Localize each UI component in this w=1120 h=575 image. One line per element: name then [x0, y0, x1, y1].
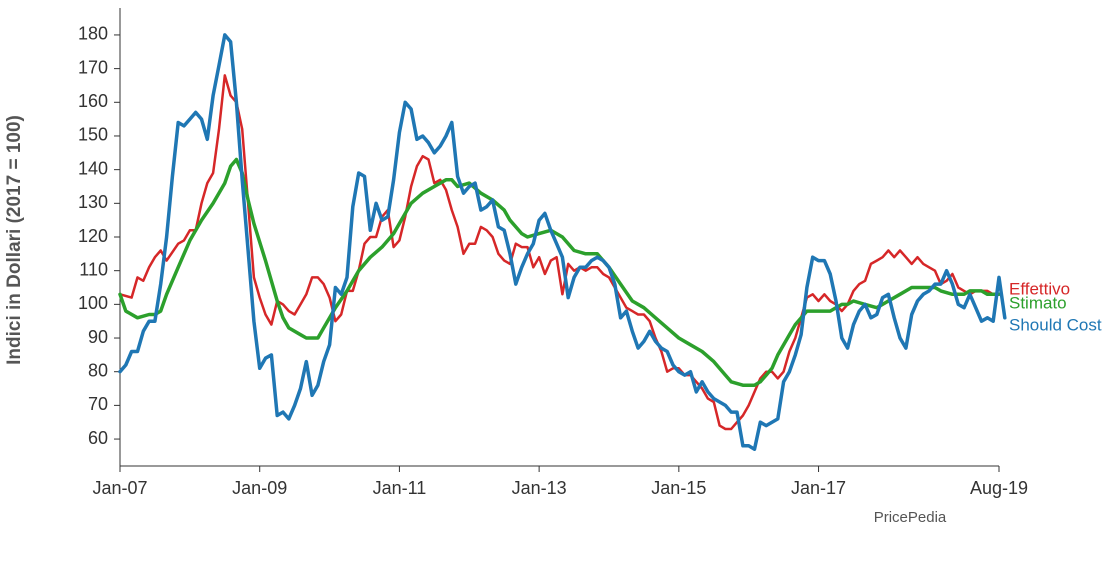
x-tick-label: Jan-17 [791, 478, 846, 498]
y-tick-label: 140 [78, 158, 108, 178]
y-tick-label: 90 [88, 327, 108, 347]
x-tick-label: Jan-09 [232, 478, 287, 498]
y-tick-label: 110 [79, 259, 108, 279]
credit-label: PricePedia [874, 509, 947, 526]
y-tick-label: 70 [88, 394, 108, 414]
y-tick-label: 130 [78, 192, 108, 212]
legend-entry-effettivo: Effettivo [1009, 279, 1070, 298]
y-tick-label: 160 [78, 91, 108, 111]
y-tick-label: 180 [78, 24, 108, 44]
x-tick-label: Jan-13 [512, 478, 567, 498]
legend-entry-stimato: Stimato [1009, 293, 1067, 312]
y-tick-label: 120 [78, 226, 108, 246]
y-tick-label: 100 [78, 293, 108, 313]
y-tick-label: 80 [88, 360, 108, 380]
axes: 60 70 80 90 100 110 120 130 140 150 160 170 180 Jan-0… [78, 8, 1028, 498]
legend-entry-should-cost: Should Cost [1009, 315, 1102, 334]
x-tick-label: Jan-07 [92, 478, 147, 498]
series-lines [118, 33, 1007, 451]
y-tick-label: 60 [88, 428, 108, 448]
x-tick-label: Jan-11 [373, 478, 427, 498]
y-tick-label: 150 [78, 125, 108, 145]
x-tick-label: Aug-19 [970, 478, 1028, 498]
y-axis-label: Indici in Dollari (2017 = 100) [4, 115, 25, 365]
series-line-should-cost [118, 33, 1007, 451]
y-tick-label: 170 [78, 57, 108, 77]
x-tick-label: Jan-15 [651, 478, 706, 498]
series-line-stimato [118, 157, 1001, 387]
